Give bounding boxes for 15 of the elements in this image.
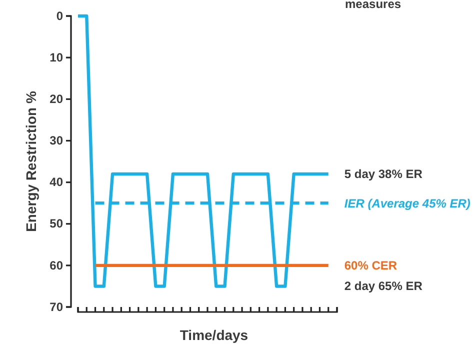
y-tick-label: 20 bbox=[50, 92, 64, 106]
y-tick-label: 40 bbox=[50, 175, 64, 190]
y-tick-label: 10 bbox=[50, 50, 64, 64]
y-tick-label: 30 bbox=[50, 134, 64, 148]
y-tick-label: 0 bbox=[56, 8, 64, 23]
text: measures bbox=[345, 0, 402, 11]
y-tick-label: 70 bbox=[50, 300, 64, 314]
text: 5 day 38% ER bbox=[344, 167, 423, 182]
y-tick-label: 50 bbox=[50, 216, 64, 231]
y-axis-title: Energy Restriction % bbox=[23, 90, 39, 232]
series-label: IER (Average 45% ER) bbox=[344, 196, 470, 210]
y-tick-label: 60 bbox=[50, 258, 64, 272]
series-label: 60% CER bbox=[344, 258, 398, 273]
x-axis-title: Time/days bbox=[180, 327, 248, 343]
text: 2 day 65% ER bbox=[344, 279, 423, 294]
